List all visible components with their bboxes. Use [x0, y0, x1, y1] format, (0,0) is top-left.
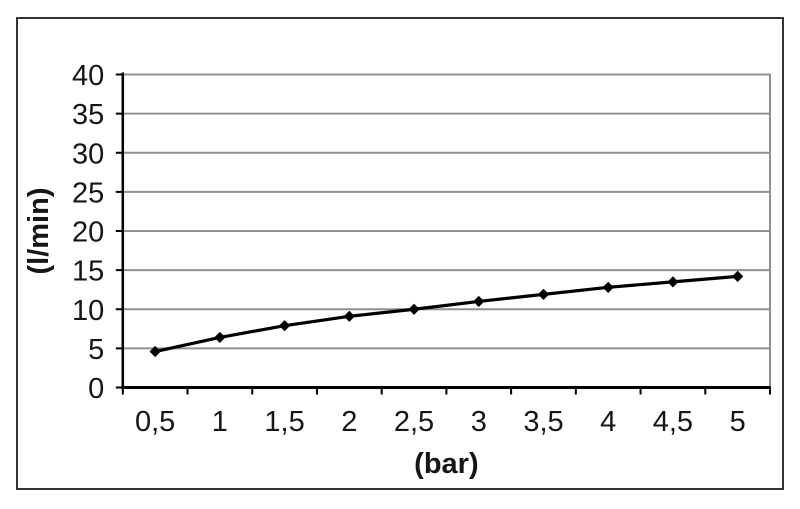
y-tick-label: 20 [72, 217, 104, 249]
x-tick-label: 1,5 [264, 406, 304, 438]
data-point-marker [343, 310, 355, 322]
x-tick-label: 5 [730, 406, 746, 438]
x-axis-title: (bar) [414, 448, 478, 480]
x-tick-label: 3 [471, 406, 487, 438]
x-tick-label: 0,5 [135, 406, 175, 438]
data-point-marker [408, 303, 420, 315]
y-tick-label: 25 [72, 177, 104, 209]
data-point-marker [149, 345, 161, 358]
x-tick-label: 1 [212, 406, 228, 438]
x-tick-label: 2,5 [394, 406, 434, 438]
x-tick-label: 3,5 [523, 406, 563, 438]
chart-frame: 0 5 10 15 20 25 30 35 40 0,5 1 1,5 2 2,5 3 3,5 4 4,5 5 (bar… [16, 17, 784, 490]
data-point-marker [602, 281, 614, 293]
x-tick-label: 4 [600, 406, 616, 438]
data-point-marker [537, 288, 550, 300]
y-tick-label: 10 [72, 295, 104, 327]
y-tick-label: 30 [72, 138, 104, 170]
x-tick-label: 2 [341, 406, 357, 438]
series-line [153, 274, 740, 354]
data-point-marker [667, 276, 679, 288]
y-tick-label: 5 [88, 334, 104, 366]
flow-vs-pressure-line-chart: 0 5 10 15 20 25 30 35 40 0,5 1 1,5 2 2,5 3 3,5 4 4,5 5 (bar… [23, 60, 771, 480]
x-tick-label: 4,5 [653, 406, 693, 438]
data-point-marker [279, 320, 291, 332]
y-tick-label: 0 [88, 373, 104, 405]
data-point-marker [732, 270, 744, 282]
y-tick-label: 35 [72, 99, 104, 131]
y-axis-title: (l/min) [23, 188, 55, 275]
y-tick-label: 40 [72, 60, 104, 92]
data-point-marker [214, 331, 226, 344]
y-tick-label: 15 [72, 256, 104, 288]
data-point-marker [473, 295, 485, 308]
